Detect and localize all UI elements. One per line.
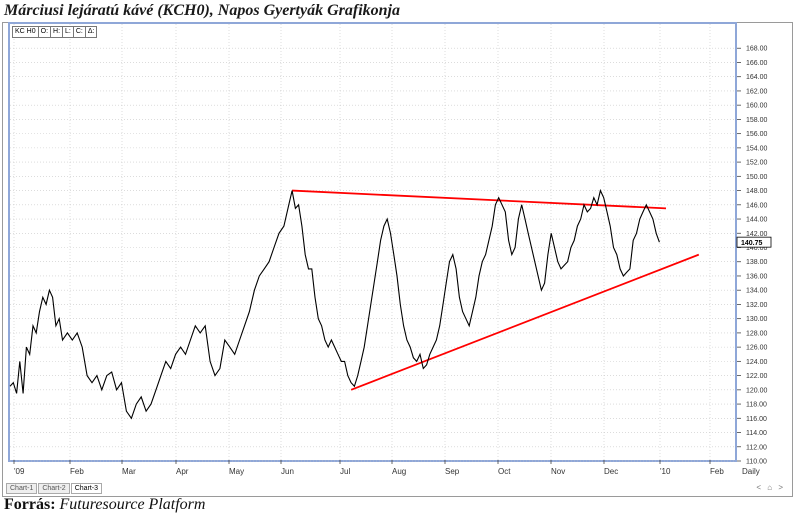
x-tick-label: Apr [176, 467, 189, 476]
tab-chart-1[interactable]: Chart-1 [6, 483, 38, 494]
tab-chart-2[interactable]: Chart-2 [38, 483, 70, 494]
y-tick-label: 154.00 [746, 145, 768, 152]
chart-title: Márciusi lejáratú kávé (KCH0), Napos Gye… [4, 2, 400, 19]
y-tick-label: 132.00 [746, 302, 768, 309]
source-label: Forrás: [4, 496, 56, 513]
y-tick-label: 152.00 [746, 160, 768, 167]
y-tick-label: 142.00 [746, 231, 768, 238]
x-tick-label: Aug [392, 467, 406, 476]
trendline-1 [350, 253, 700, 391]
tab-chart-3[interactable]: Chart-3 [70, 483, 103, 494]
legend-change: Δ: [87, 28, 95, 35]
price-series-line [9, 188, 660, 420]
x-tick-label: Daily [742, 467, 760, 476]
y-tick-label: 110.00 [746, 459, 767, 466]
x-tick-label: May [229, 467, 244, 476]
plot-background [10, 24, 735, 460]
y-tick-label: 140.00 [746, 245, 768, 252]
x-tick-label: Jun [281, 467, 294, 476]
y-tick-label: 120.00 [746, 387, 768, 394]
source-text: Futuresource Platform [59, 496, 206, 513]
y-tick-label: 160.00 [746, 103, 768, 110]
y-tick-label: 158.00 [746, 117, 768, 124]
y-tick-label: 138.00 [746, 259, 768, 266]
x-tick-label: Sep [445, 467, 460, 476]
y-tick-label: 168.00 [746, 46, 768, 53]
x-tick-label: Nov [551, 467, 565, 476]
y-tick-label: 126.00 [746, 345, 768, 352]
legend-high: H: [51, 27, 64, 37]
y-tick-label: 116.00 [746, 416, 767, 423]
y-tick-label: 150.00 [746, 174, 768, 181]
y-tick-label: 162.00 [746, 88, 768, 95]
last-price-label: 140.75 [741, 240, 763, 247]
y-tick-label: 166.00 [746, 60, 768, 67]
y-tick-label: 134.00 [746, 288, 768, 295]
x-tick-label: Feb [710, 467, 724, 476]
y-tick-label: 148.00 [746, 188, 768, 195]
last-price-box [736, 236, 772, 248]
x-tick-label: Mar [122, 467, 136, 476]
y-tick-label: 130.00 [746, 316, 768, 323]
x-tick-label: Feb [70, 467, 84, 476]
chart-nav-icons[interactable]: < ⌂ > [756, 483, 785, 492]
plot-area-border [8, 22, 737, 462]
ohlc-legend: KC H0 O: H: L: C: Δ: [12, 26, 98, 38]
x-tick-label: '10 [660, 467, 671, 476]
y-tick-label: 122.00 [746, 373, 768, 380]
y-tick-label: 128.00 [746, 330, 768, 337]
legend-symbol: KC H0 [13, 27, 39, 37]
y-tick-label: 124.00 [746, 359, 768, 366]
y-tick-label: 164.00 [746, 74, 768, 81]
legend-close: C: [74, 27, 86, 37]
y-tick-label: 144.00 [746, 217, 768, 224]
y-tick-label: 118.00 [746, 402, 767, 409]
legend-low: L: [63, 27, 74, 37]
x-tick-label: Oct [498, 467, 511, 476]
x-tick-label: '09 [14, 467, 25, 476]
y-tick-label: 114.00 [746, 430, 767, 437]
source-line: Forrás: Futuresource Platform [4, 496, 205, 514]
y-tick-label: 156.00 [746, 131, 768, 138]
x-tick-label: Dec [604, 467, 618, 476]
legend-open: O: [39, 27, 52, 37]
y-tick-label: 146.00 [746, 202, 768, 209]
trendline-0 [292, 189, 667, 210]
y-tick-label: 112.00 [746, 444, 767, 451]
y-tick-label: 136.00 [746, 273, 768, 280]
chart-tabs: Chart-1 Chart-2 Chart-3 [6, 483, 103, 494]
x-tick-label: Jul [340, 467, 350, 476]
